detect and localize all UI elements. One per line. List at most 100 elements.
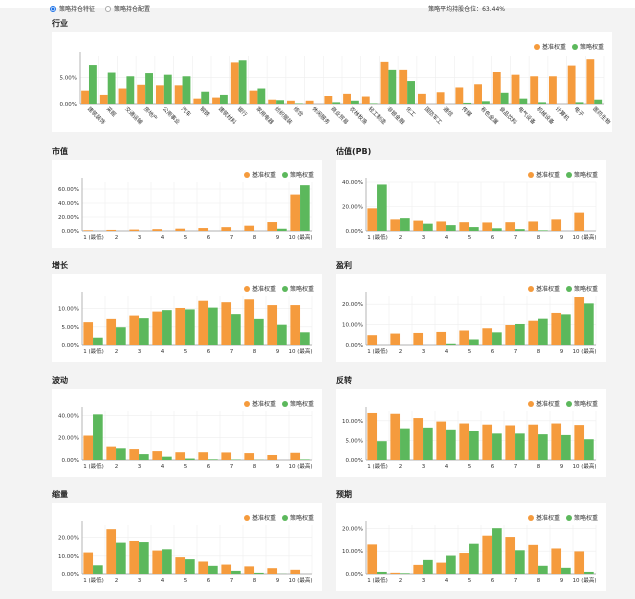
bar-base-10[interactable] xyxy=(268,99,277,104)
bar-base-22[interactable] xyxy=(492,72,501,104)
bar-strategy-1[interactable] xyxy=(400,428,410,460)
bar-strategy-7[interactable] xyxy=(538,565,548,574)
bar-base-7[interactable] xyxy=(528,544,539,574)
bar-base-5[interactable] xyxy=(174,85,183,104)
bar-base-1[interactable] xyxy=(106,318,117,345)
bar-strategy-2[interactable] xyxy=(423,559,433,574)
bar-base-7[interactable] xyxy=(244,299,255,345)
radio-holding-config[interactable]: 策略持仓配置 xyxy=(105,4,150,13)
bar-base-4[interactable] xyxy=(459,553,470,574)
bar-base-0[interactable] xyxy=(367,335,378,345)
bar-base-9[interactable] xyxy=(290,305,301,345)
legend-item-base[interactable]: 基准权重 xyxy=(243,399,276,408)
bar-strategy-0[interactable] xyxy=(93,337,103,345)
chart-legend[interactable]: 基准权重 策略权重 xyxy=(527,513,598,522)
bar-base-3[interactable] xyxy=(436,331,447,345)
bar-strategy-3[interactable] xyxy=(446,429,456,460)
bar-strategy-0[interactable] xyxy=(377,184,387,231)
bar-base-8[interactable] xyxy=(267,568,278,574)
legend-item-base[interactable]: 基准权重 xyxy=(527,170,560,179)
bar-strategy-9[interactable] xyxy=(584,303,594,345)
bar-strategy-3[interactable] xyxy=(145,73,153,104)
bar-strategy-9[interactable] xyxy=(584,439,594,460)
bar-base-1[interactable] xyxy=(106,529,117,574)
bar-base-6[interactable] xyxy=(505,222,516,231)
chart-legend[interactable]: 基准权重 策略权重 xyxy=(243,170,314,179)
bar-base-3[interactable] xyxy=(137,84,146,104)
bar-base-5[interactable] xyxy=(198,228,209,231)
bar-base-4[interactable] xyxy=(175,228,186,231)
bar-base-9[interactable] xyxy=(290,569,301,574)
bar-base-8[interactable] xyxy=(267,222,278,231)
bar-strategy-6[interactable] xyxy=(201,91,210,104)
chart-legend[interactable]: 基准权重 策略权重 xyxy=(527,284,598,293)
bar-strategy-24[interactable] xyxy=(538,102,546,104)
legend-item-base[interactable]: 基准权重 xyxy=(527,513,560,522)
bar-base-14[interactable] xyxy=(343,93,351,104)
bar-base-3[interactable] xyxy=(152,451,163,460)
bar-base-0[interactable] xyxy=(367,544,378,574)
bar-strategy-3[interactable] xyxy=(446,555,456,574)
bar-strategy-8[interactable] xyxy=(238,60,247,104)
bar-base-7[interactable] xyxy=(212,97,220,104)
bar-strategy-1[interactable] xyxy=(400,218,410,231)
bar-strategy-1[interactable] xyxy=(116,327,126,345)
bar-base-12[interactable] xyxy=(305,100,314,104)
bar-strategy-8[interactable] xyxy=(277,324,287,345)
bar-base-5[interactable] xyxy=(198,452,209,460)
bar-strategy-8[interactable] xyxy=(561,567,571,574)
bar-base-9[interactable] xyxy=(290,194,301,231)
legend-item-base[interactable]: 基准权重 xyxy=(243,513,276,522)
bar-base-4[interactable] xyxy=(175,452,186,460)
bar-base-8[interactable] xyxy=(551,548,562,574)
bar-base-4[interactable] xyxy=(175,307,186,345)
legend-item-base[interactable]: 基准权重 xyxy=(533,42,566,51)
bar-strategy-0[interactable] xyxy=(377,441,387,460)
bar-strategy-6[interactable] xyxy=(231,570,241,574)
bar-base-5[interactable] xyxy=(198,561,209,574)
bar-strategy-13[interactable] xyxy=(332,102,341,104)
bar-base-7[interactable] xyxy=(244,566,255,574)
bar-strategy-5[interactable] xyxy=(492,228,502,231)
bar-strategy-21[interactable] xyxy=(481,101,490,104)
bar-base-0[interactable] xyxy=(83,230,94,231)
legend-item-strategy[interactable]: 策略权重 xyxy=(281,513,314,522)
bar-base-2[interactable] xyxy=(413,220,424,231)
bar-base-3[interactable] xyxy=(436,421,447,460)
bar-base-11[interactable] xyxy=(286,100,295,104)
bar-strategy-3[interactable] xyxy=(162,549,172,574)
bar-base-2[interactable] xyxy=(413,418,424,460)
bar-strategy-5[interactable] xyxy=(182,76,191,104)
bar-base-23[interactable] xyxy=(511,74,520,104)
bar-strategy-5[interactable] xyxy=(208,459,218,460)
legend-item-base[interactable]: 基准权重 xyxy=(527,399,560,408)
chart-legend[interactable]: 基准权重 策略权重 xyxy=(533,42,604,51)
bar-strategy-1[interactable] xyxy=(107,72,116,104)
bar-base-1[interactable] xyxy=(390,413,401,460)
bar-base-1[interactable] xyxy=(390,219,401,231)
bar-base-2[interactable] xyxy=(129,540,140,574)
chart-legend[interactable]: 基准权重 策略权重 xyxy=(527,170,598,179)
bar-base-26[interactable] xyxy=(567,65,576,104)
bar-base-27[interactable] xyxy=(586,59,595,104)
bar-base-9[interactable] xyxy=(290,452,301,460)
bar-base-5[interactable] xyxy=(482,424,493,460)
bar-base-8[interactable] xyxy=(551,312,562,345)
bar-strategy-14[interactable] xyxy=(350,100,359,104)
bar-strategy-0[interactable] xyxy=(93,565,103,574)
bar-base-6[interactable] xyxy=(221,452,232,460)
legend-item-strategy[interactable]: 策略权重 xyxy=(565,170,598,179)
bar-strategy-27[interactable] xyxy=(594,99,603,104)
bar-base-9[interactable] xyxy=(574,297,585,345)
bar-base-18[interactable] xyxy=(417,93,426,104)
bar-base-5[interactable] xyxy=(482,535,493,574)
chart-legend[interactable]: 基准权重 策略权重 xyxy=(243,513,314,522)
bar-strategy-7[interactable] xyxy=(254,572,264,574)
bar-base-7[interactable] xyxy=(244,225,255,231)
bar-strategy-20[interactable] xyxy=(463,102,472,104)
bar-strategy-8[interactable] xyxy=(561,314,571,345)
bar-strategy-1[interactable] xyxy=(400,573,410,574)
bar-strategy-0[interactable] xyxy=(377,571,387,574)
bar-strategy-4[interactable] xyxy=(185,458,195,460)
bar-base-3[interactable] xyxy=(152,550,163,574)
